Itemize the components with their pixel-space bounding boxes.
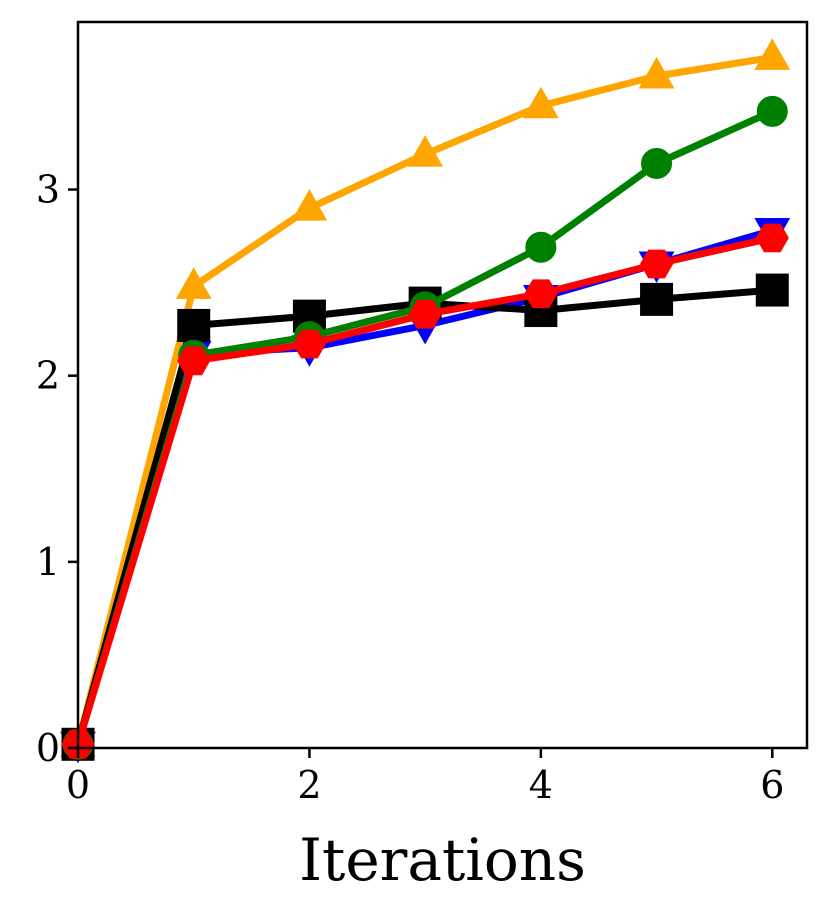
data-point — [291, 189, 328, 221]
x-axis-label: Iterations — [299, 826, 586, 894]
y-tick-label: 2 — [36, 354, 60, 398]
axis-layer: 0 2 4 6 0 1 2 3 — [36, 168, 785, 807]
data-point — [640, 282, 674, 316]
plot-frame — [76, 20, 809, 750]
data-point — [755, 223, 789, 253]
data-point — [177, 346, 211, 376]
series-line — [74, 108, 774, 746]
y-tick-label: 1 — [36, 540, 60, 584]
data-point — [175, 267, 212, 299]
series-4 — [61, 223, 789, 759]
y-tick-label: 0 — [36, 726, 60, 770]
y-tick-label: 3 — [36, 168, 60, 212]
data-point — [177, 308, 211, 342]
data-point — [755, 273, 789, 307]
data-point — [522, 86, 559, 119]
data-point — [525, 231, 557, 263]
series-layer — [60, 38, 791, 764]
data-point — [408, 299, 442, 329]
data-point — [524, 279, 558, 309]
data-point — [640, 249, 674, 279]
x-tick-label: 2 — [297, 763, 321, 807]
data-point — [641, 147, 673, 179]
series-2 — [61, 273, 789, 761]
data-point — [407, 135, 444, 167]
x-tick-label: 0 — [66, 763, 90, 807]
data-point — [292, 329, 326, 359]
x-tick-label: 6 — [760, 763, 784, 807]
x-tick-label: 4 — [529, 763, 553, 807]
data-point — [638, 56, 675, 89]
data-point — [754, 38, 791, 70]
data-point — [756, 95, 788, 127]
